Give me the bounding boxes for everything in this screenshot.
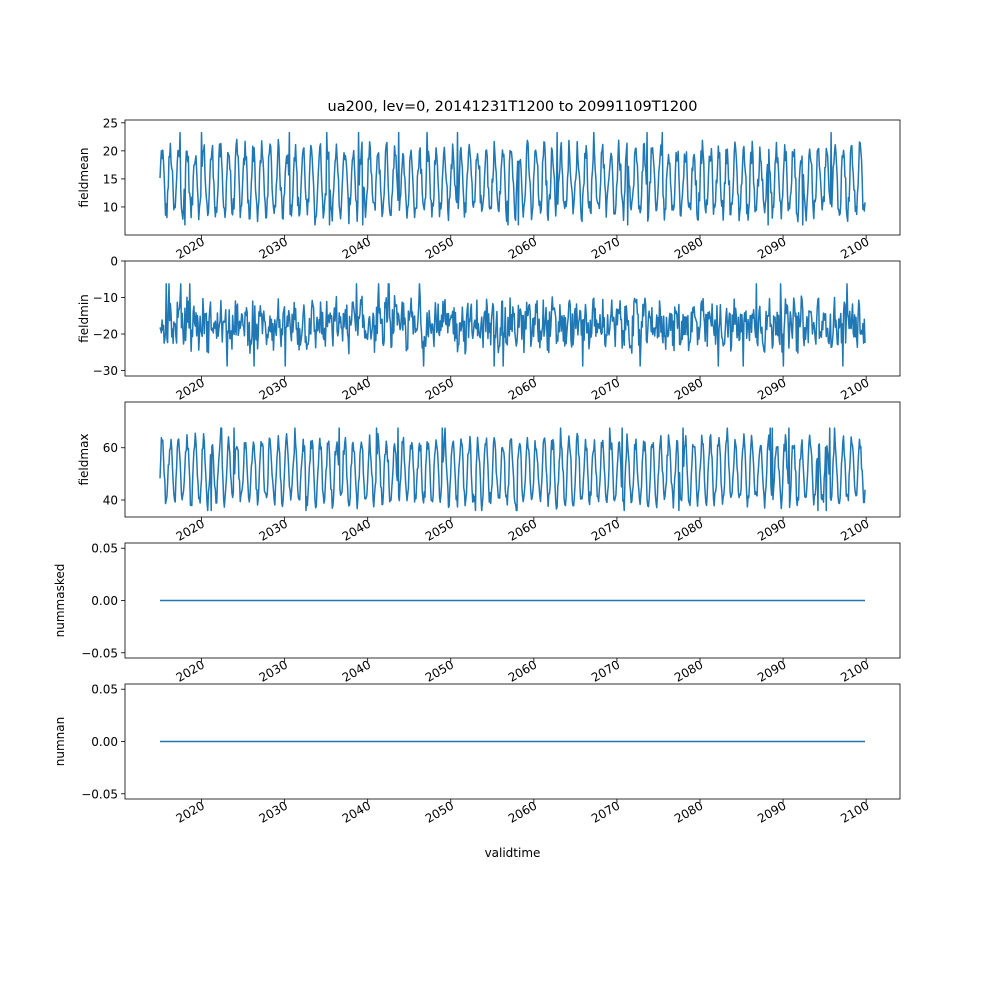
y-axis-label-numnan: numnan (53, 717, 67, 766)
y-tick-label: 0 (110, 255, 118, 269)
x-tick-label: 2090 (755, 234, 788, 261)
x-tick-label: 2040 (340, 234, 373, 261)
x-tick-label: 2020 (174, 375, 207, 402)
x-tick-label: 2070 (589, 516, 622, 543)
y-tick-label: 0.00 (91, 594, 118, 608)
x-tick-label: 2050 (423, 798, 456, 825)
x-tick-label: 2020 (174, 516, 207, 543)
x-tick-label: 2090 (755, 375, 788, 402)
y-tick-label: 40 (103, 494, 118, 508)
y-axis-label-nummasked: nummasked (53, 564, 67, 638)
x-axis-label: validtime (485, 846, 541, 860)
x-tick-label: 2080 (672, 657, 705, 684)
x-tick-label: 2070 (589, 234, 622, 261)
x-tick-label: 2080 (672, 375, 705, 402)
x-tick-label: 2100 (838, 798, 871, 825)
x-tick-label: 2100 (838, 234, 871, 261)
plot-frame-fieldmin (124, 260, 901, 377)
x-tick-label: 2040 (340, 798, 373, 825)
y-tick-label: −30 (93, 364, 118, 378)
x-tick-label: 2080 (672, 234, 705, 261)
x-tick-label: 2050 (423, 516, 456, 543)
series-line-fieldmax (159, 427, 866, 512)
x-tick-label: 2050 (423, 234, 456, 261)
x-tick-label: 2060 (506, 657, 539, 684)
x-tick-label: 2050 (423, 375, 456, 402)
x-tick-label: 2060 (506, 234, 539, 261)
x-tick-label: 2090 (755, 798, 788, 825)
x-tick-label: 2020 (174, 657, 207, 684)
plot-frame-fieldmax (124, 401, 901, 518)
y-axis-label-fieldmean: fieldmean (77, 148, 91, 208)
series-line-fieldmin (159, 283, 866, 367)
x-tick-label: 2070 (589, 375, 622, 402)
x-tick-label: 2040 (340, 516, 373, 543)
y-tick-label: −0.05 (81, 646, 118, 660)
x-tick-label: 2030 (257, 375, 290, 402)
x-tick-label: 2090 (755, 657, 788, 684)
x-tick-label: 2060 (506, 798, 539, 825)
x-tick-label: 2100 (838, 657, 871, 684)
y-axis-label-fieldmax: fieldmax (77, 433, 91, 485)
y-tick-label: −10 (93, 291, 118, 305)
plot-frame-fieldmean (124, 119, 901, 236)
x-tick-label: 2020 (174, 234, 207, 261)
y-tick-label: −20 (93, 328, 118, 342)
y-tick-label: 0.05 (91, 683, 118, 697)
chart-title: ua200, lev=0, 20141231T1200 to 20991109T… (328, 99, 698, 115)
x-tick-label: 2060 (506, 375, 539, 402)
x-tick-label: 2100 (838, 375, 871, 402)
y-tick-label: 60 (103, 441, 118, 455)
y-tick-label: 0.05 (91, 542, 118, 556)
y-tick-label: 10 (103, 200, 118, 214)
y-tick-label: 15 (103, 172, 118, 186)
x-tick-label: 2040 (340, 375, 373, 402)
y-tick-label: −0.05 (81, 787, 118, 801)
x-tick-label: 2080 (672, 516, 705, 543)
x-tick-label: 2050 (423, 657, 456, 684)
y-axis-label-fieldmin: fieldmin (77, 294, 91, 343)
x-tick-label: 2090 (755, 516, 788, 543)
x-tick-label: 2030 (257, 657, 290, 684)
x-tick-label: 2080 (672, 798, 705, 825)
x-tick-label: 2070 (589, 657, 622, 684)
x-tick-label: 2030 (257, 516, 290, 543)
y-tick-label: 20 (103, 144, 118, 158)
x-tick-label: 2030 (257, 234, 290, 261)
series-line-fieldmean (159, 131, 866, 226)
x-tick-label: 2020 (174, 798, 207, 825)
x-tick-label: 2040 (340, 657, 373, 684)
x-tick-label: 2030 (257, 798, 290, 825)
x-tick-label: 2100 (838, 516, 871, 543)
y-tick-label: 25 (103, 116, 118, 130)
x-tick-label: 2060 (506, 516, 539, 543)
x-tick-label: 2070 (589, 798, 622, 825)
y-tick-label: 0.00 (91, 735, 118, 749)
